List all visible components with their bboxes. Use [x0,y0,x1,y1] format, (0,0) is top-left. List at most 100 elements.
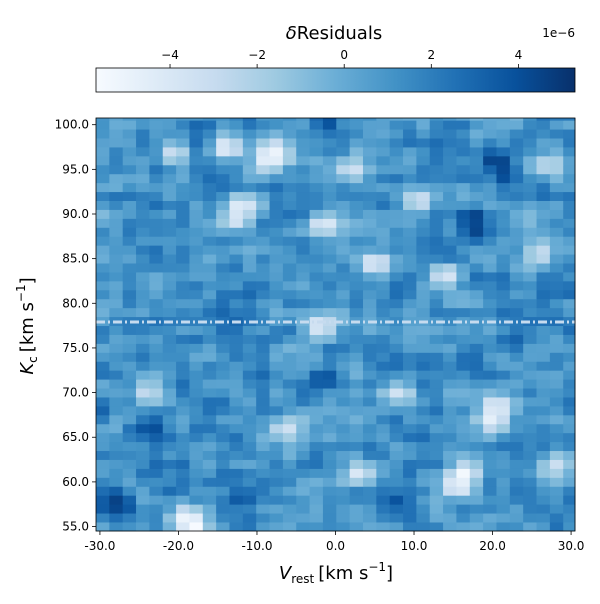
heatmap-cell [549,200,564,210]
heatmap-cell [403,138,417,148]
heatmap-cell [109,370,124,380]
heatmap-cell [269,352,284,362]
heatmap-cell [189,164,204,175]
heatmap-cell [176,307,190,318]
heatmap-cell [322,477,337,487]
heatmap-cell [349,325,364,335]
heatmap-cell [389,423,404,434]
heatmap-cell [189,450,204,460]
heatmap-cell [122,254,137,264]
heatmap-cell [189,227,204,237]
heatmap-cell [109,307,124,318]
heatmap-cell [389,227,404,237]
heatmap-cell [362,263,377,273]
heatmap-cell [216,182,230,193]
heatmap-cell [122,191,137,201]
heatmap-cell [122,361,137,371]
heatmap-cell [296,218,310,228]
heatmap-cell [176,289,190,300]
heatmap-cell [229,307,244,318]
heatmap-cell [336,450,351,460]
heatmap-cell [536,522,551,532]
heatmap-cell [469,352,484,362]
heatmap-cell [229,522,244,532]
heatmap-cell [536,298,551,309]
heatmap-cell [149,280,164,291]
heatmap-cell [296,495,310,505]
heatmap-cell [536,173,551,184]
heatmap-cell [296,280,310,291]
heatmap-cell [509,173,524,184]
heatmap-cell [202,477,217,487]
heatmap-cell [136,129,150,139]
heatmap-cell [136,218,150,228]
heatmap-cell [483,155,497,166]
heatmap-cell [496,289,511,300]
heatmap-cell [509,209,524,219]
heatmap-cell [136,280,150,291]
heatmap-cell [469,522,484,532]
heatmap-cell [403,200,417,210]
heatmap-cell [149,147,164,157]
heatmap-cell [96,405,110,416]
heatmap-cell [563,486,576,496]
heatmap-cell [309,495,324,505]
heatmap-cell [536,182,551,193]
heatmap-cell [136,388,150,398]
heatmap-cell [549,155,564,166]
heatmap-cell [336,513,351,523]
heatmap-cell [443,397,457,407]
heatmap-cell [563,173,576,184]
heatmap-cell [496,352,511,362]
heatmap-cell [109,325,124,335]
heatmap-cell [349,200,364,210]
heatmap-cell [322,343,337,353]
heatmap-cell [443,388,457,398]
heatmap-cell [176,397,190,407]
heatmap-cell [269,459,284,469]
heatmap-cell [269,316,284,327]
heatmap-cell [269,191,284,201]
heatmap-cell [122,343,137,353]
heatmap-cell [349,459,364,469]
heatmap-cell [563,343,576,353]
heatmap-cell [282,280,297,291]
heatmap-cell [269,361,284,371]
heatmap-cell [376,459,391,469]
heatmap-cell [96,459,110,469]
heatmap-cell [202,147,217,157]
heatmap-cell [269,477,284,487]
heatmap-cell [523,450,537,460]
heatmap-cell [456,334,471,344]
heatmap-cell [162,191,177,201]
heatmap-cell [429,414,444,425]
x-axis-label: Vrest [km s−1] [279,560,393,586]
heatmap-cell [456,361,471,371]
heatmap-cell [162,280,177,291]
heatmap-cell [349,432,364,443]
heatmap-cell [149,432,164,443]
heatmap-cell [256,513,270,523]
heatmap-cell [136,155,150,166]
heatmap-cell [349,405,364,416]
heatmap-cell [282,254,297,264]
heatmap-cell [483,236,497,246]
heatmap-cell [362,254,377,264]
heatmap-cell [336,138,351,148]
heatmap-cell [162,486,177,496]
heatmap-cell [122,459,137,469]
heatmap-cell [509,414,524,425]
heatmap-cell [189,155,204,166]
heatmap-cell [202,164,217,175]
heatmap-cell [456,191,471,201]
heatmap-cell [443,173,457,184]
heatmap-cell [376,120,391,130]
heatmap-cell [282,459,297,469]
heatmap-cell [376,414,391,425]
heatmap-cell [496,361,511,371]
heatmap-cell [563,504,576,514]
heatmap-cell [256,504,270,514]
heatmap-cell [229,245,244,255]
heatmap-cell [122,118,137,121]
heatmap-cell [309,441,324,452]
